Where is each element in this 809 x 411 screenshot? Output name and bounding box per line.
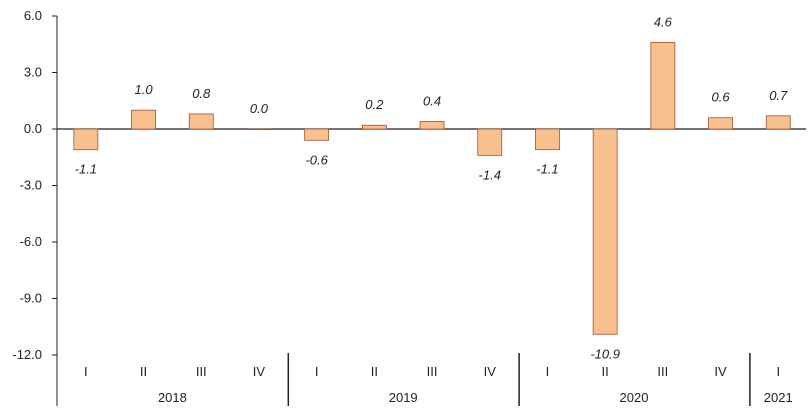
bars: [73, 41, 791, 335]
x-category-label: I: [315, 364, 319, 379]
data-label: 0.2: [365, 97, 384, 112]
data-label: -1.1: [75, 162, 97, 177]
x-category-label: IV: [714, 364, 727, 379]
bar: [708, 117, 733, 130]
y-tick-label: 0.0: [24, 121, 42, 136]
data-labels: -1.1 1.0 0.8 0.0 -0.6 0.2 0.4 -1.4 -1.1 -10.9 4.6 0…: [75, 14, 788, 361]
x-category-label: III: [657, 364, 668, 379]
bar: [477, 128, 503, 156]
bar: [535, 128, 560, 151]
bar: [304, 128, 330, 141]
x-category-label: II: [140, 364, 147, 379]
y-axis: 6.0 3.0 0.0 -3.0 -6.0 -9.0 -12.0: [12, 8, 806, 406]
data-label: -10.9: [590, 346, 620, 361]
bar: [650, 41, 676, 130]
y-tick-label: -6.0: [20, 234, 42, 249]
bar: [361, 124, 387, 130]
data-label: -1.1: [536, 162, 558, 177]
data-label: -0.6: [305, 152, 328, 167]
x-category-label: I: [546, 364, 550, 379]
x-group-label: 2021: [764, 390, 793, 405]
x-group-label: 2020: [620, 390, 649, 405]
x-category-label: III: [427, 364, 438, 379]
x-category-label: IV: [253, 364, 266, 379]
bar: [246, 128, 272, 131]
bar: [419, 121, 445, 130]
data-label: 0.8: [192, 86, 211, 101]
data-label: -1.4: [479, 167, 501, 182]
bar: [188, 113, 214, 130]
y-tick-label: 6.0: [24, 8, 42, 23]
bar: [592, 128, 618, 335]
bar: [131, 109, 156, 130]
x-group-label: 2019: [389, 390, 418, 405]
bar: [73, 128, 99, 151]
x-category-label: II: [602, 364, 609, 379]
data-label: 0.7: [769, 88, 788, 103]
data-label: 1.0: [135, 82, 154, 97]
x-category-label: II: [371, 364, 378, 379]
y-tick-label: -9.0: [20, 291, 42, 306]
x-category-label: I: [84, 364, 88, 379]
data-label: 4.6: [654, 14, 673, 29]
y-tick-label: 3.0: [24, 65, 42, 80]
x-group-label: 2018: [158, 390, 187, 405]
y-tick-label: -12.0: [12, 347, 42, 362]
y-tick-label: -3.0: [20, 178, 42, 193]
x-category-label: IV: [484, 364, 497, 379]
x-category-label: I: [776, 364, 780, 379]
data-label: 0.4: [423, 93, 441, 108]
x-category-label: III: [196, 364, 207, 379]
data-label: 0.0: [250, 101, 269, 116]
data-label: 0.6: [712, 90, 731, 105]
bar: [765, 115, 791, 130]
